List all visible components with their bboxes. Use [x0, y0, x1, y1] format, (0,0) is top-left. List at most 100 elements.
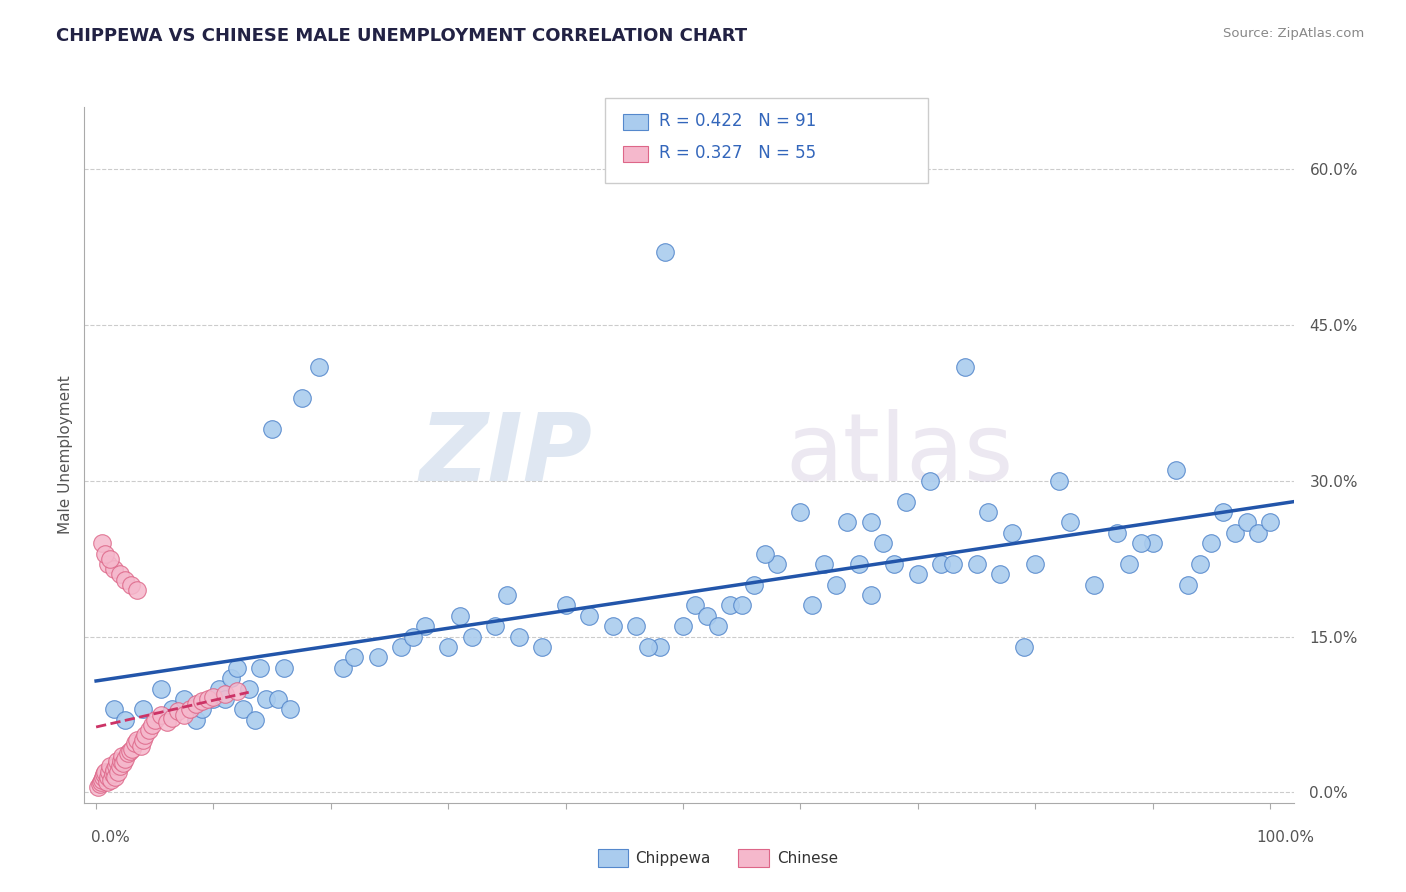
Point [624, 619, 647, 633]
Point [238, 681, 260, 696]
Point [977, 505, 1000, 519]
Point [953, 359, 976, 374]
Point [308, 359, 330, 374]
Point [91, 772, 114, 787]
Point [149, 707, 172, 722]
Point [1142, 536, 1164, 550]
Point [167, 705, 190, 719]
Point [127, 582, 149, 597]
Point [114, 713, 136, 727]
Point [107, 764, 129, 779]
Point [894, 494, 917, 508]
Point [273, 661, 295, 675]
Point [1047, 474, 1070, 488]
Point [262, 422, 284, 436]
Point [96, 775, 118, 789]
Point [988, 567, 1011, 582]
Point [162, 702, 184, 716]
Point [1001, 525, 1024, 540]
Point [202, 690, 225, 704]
Y-axis label: Male Unemployment: Male Unemployment [58, 376, 73, 534]
Point [1212, 505, 1234, 519]
Point [132, 733, 155, 747]
Point [134, 728, 156, 742]
Point [219, 671, 242, 685]
Point [531, 640, 554, 654]
Point [179, 702, 201, 716]
Point [226, 683, 249, 698]
Point [554, 599, 576, 613]
Point [100, 772, 122, 787]
Point [143, 713, 166, 727]
Point [190, 702, 212, 716]
Point [184, 697, 207, 711]
Point [907, 567, 929, 582]
Point [104, 770, 127, 784]
Point [87, 780, 110, 795]
Point [138, 723, 160, 738]
Point [484, 619, 506, 633]
Point [190, 694, 212, 708]
Point [98, 764, 121, 779]
Point [97, 770, 120, 784]
Point [90, 775, 112, 789]
Point [112, 756, 135, 771]
Point [98, 551, 121, 566]
Text: 100.0%: 100.0% [1257, 830, 1315, 845]
Point [127, 733, 149, 747]
Point [707, 619, 730, 633]
Point [437, 640, 460, 654]
Point [226, 661, 249, 675]
Point [496, 588, 519, 602]
Point [110, 754, 132, 768]
Point [254, 692, 277, 706]
Point [121, 741, 143, 756]
Point [155, 714, 177, 729]
Point [766, 557, 789, 571]
Point [1118, 557, 1140, 571]
Point [837, 516, 859, 530]
Point [1166, 463, 1188, 477]
Point [1177, 578, 1199, 592]
Point [114, 752, 136, 766]
Point [101, 766, 124, 780]
Text: ZIP: ZIP [419, 409, 592, 501]
Point [103, 763, 125, 777]
Point [731, 599, 754, 613]
Point [267, 692, 290, 706]
Point [108, 567, 131, 582]
Point [1024, 557, 1046, 571]
Point [1129, 536, 1152, 550]
Point [93, 766, 115, 780]
Point [789, 505, 811, 519]
Point [132, 702, 155, 716]
Point [98, 759, 121, 773]
Text: Chippewa: Chippewa [636, 851, 711, 865]
Point [103, 562, 125, 576]
Point [402, 630, 425, 644]
Text: 0.0%: 0.0% [91, 830, 131, 845]
Point [754, 547, 776, 561]
Point [343, 650, 366, 665]
Point [1236, 516, 1258, 530]
Point [120, 578, 142, 592]
Point [214, 687, 236, 701]
Point [508, 630, 530, 644]
Point [413, 619, 436, 633]
Point [883, 557, 905, 571]
Point [918, 474, 941, 488]
Point [1247, 525, 1270, 540]
Point [249, 661, 271, 675]
Point [813, 557, 835, 571]
Point [683, 599, 706, 613]
Point [1223, 525, 1246, 540]
Point [89, 777, 111, 791]
Point [202, 692, 225, 706]
Point [367, 650, 389, 665]
Text: Chinese: Chinese [778, 851, 838, 865]
Point [173, 692, 195, 706]
Point [214, 692, 236, 706]
Point [278, 702, 301, 716]
Point [1107, 525, 1129, 540]
Point [848, 557, 870, 571]
